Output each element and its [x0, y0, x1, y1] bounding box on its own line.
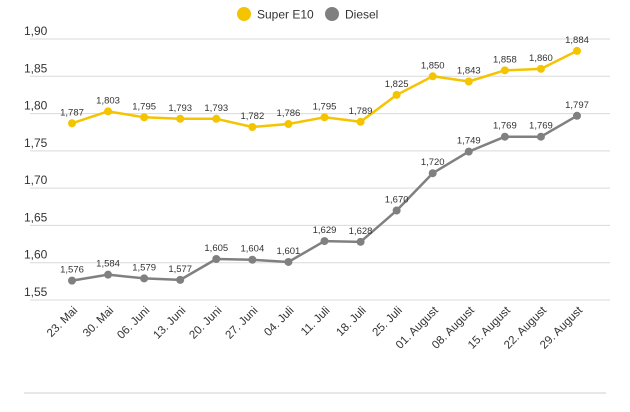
data-point — [500, 132, 509, 141]
data-point — [392, 90, 401, 99]
data-label: 1,577 — [168, 264, 192, 275]
data-label: 1,629 — [313, 225, 337, 236]
data-label: 1,628 — [349, 226, 373, 237]
x-tick-label: 30. Mai — [81, 305, 116, 340]
series-line — [71, 114, 578, 282]
series-layer: 1,787 1,803 1,795 1,793 1,793 1,782 1,786 1,795… — [60, 35, 589, 285]
legend-item: Super E10 — [237, 7, 314, 22]
data-point — [536, 64, 545, 73]
data-label: 1,795 — [132, 101, 156, 112]
data-point — [573, 111, 581, 120]
y-tick-label: 1,60 — [24, 248, 48, 262]
x-tick-label: 20. Juni — [187, 305, 224, 342]
data-label: 1,720 — [421, 157, 445, 168]
legend-item: Diesel — [325, 7, 378, 22]
data-label: 1,604 — [240, 244, 264, 255]
data-point — [500, 66, 509, 75]
data-label: 1,843 — [457, 66, 481, 77]
x-tick-label: 04. Juli — [262, 305, 296, 339]
legend-marker — [325, 7, 339, 21]
data-point — [212, 114, 221, 123]
data-label: 1,786 — [277, 108, 301, 119]
data-label: 1,787 — [60, 107, 84, 118]
x-tick-label: 11. Juli — [299, 305, 333, 339]
data-label: 1,795 — [313, 101, 337, 112]
data-point — [536, 132, 545, 141]
data-label: 1,789 — [349, 106, 373, 117]
x-tick-label: 25. Juli — [371, 305, 405, 339]
y-tick-label: 1,70 — [24, 173, 48, 187]
data-point — [176, 114, 185, 123]
data-label: 1,749 — [457, 136, 481, 147]
data-label: 1,769 — [529, 121, 553, 132]
x-tick-label: 06. Juni — [115, 305, 152, 342]
y-tick-label: 1,80 — [24, 99, 48, 113]
x-tick-label: 27. Juni — [224, 305, 261, 342]
x-tick-label: 13. Juni — [151, 305, 188, 342]
data-label: 1,601 — [277, 246, 301, 257]
data-point — [284, 120, 293, 129]
data-point — [104, 270, 113, 279]
data-point — [284, 257, 293, 266]
y-tick-label: 1,90 — [24, 24, 48, 38]
data-label: 1,884 — [565, 35, 589, 46]
data-label: 1,576 — [60, 265, 84, 276]
data-label: 1,825 — [385, 79, 409, 90]
data-point — [68, 276, 76, 285]
series-diesel: 1,576 1,584 1,579 1,577 1,605 1,604 1,601 1,629… — [60, 100, 589, 285]
legend-label: Super E10 — [257, 8, 314, 22]
data-point — [104, 107, 113, 116]
data-point — [248, 255, 257, 264]
data-point — [464, 147, 473, 156]
data-label: 1,803 — [96, 95, 120, 106]
data-label: 1,782 — [240, 111, 264, 122]
data-point — [392, 206, 401, 215]
y-tick-label: 1,75 — [24, 136, 48, 150]
data-label: 1,793 — [204, 103, 228, 114]
data-label: 1,769 — [493, 121, 517, 132]
data-point — [320, 113, 329, 122]
x-tick-label: 23. Mai — [45, 305, 80, 340]
data-point — [212, 254, 221, 263]
data-label: 1,797 — [565, 100, 589, 111]
data-point — [464, 77, 473, 86]
x-axis: 23. Mai 30. Mai 06. Juni 13. Juni 20. Juni 27… — [45, 304, 586, 351]
data-point — [320, 237, 329, 246]
data-point — [140, 113, 149, 122]
legend-marker — [237, 7, 251, 21]
data-label: 1,670 — [385, 195, 409, 206]
data-point — [428, 72, 437, 81]
data-point — [356, 237, 365, 246]
legend-label: Diesel — [345, 8, 378, 22]
data-point — [140, 274, 149, 283]
y-tick-label: 1,65 — [24, 210, 48, 224]
data-label: 1,605 — [204, 243, 228, 254]
data-label: 1,793 — [168, 103, 192, 114]
data-point — [248, 122, 257, 131]
data-label: 1,860 — [529, 53, 553, 64]
data-label: 1,579 — [132, 262, 156, 273]
y-tick-label: 1,55 — [24, 285, 48, 299]
data-label: 1,858 — [493, 54, 517, 65]
data-point — [176, 275, 185, 284]
data-point — [573, 46, 581, 55]
x-tick-label: 18. Juli — [334, 305, 368, 339]
data-label: 1,850 — [421, 60, 445, 71]
data-point — [356, 117, 365, 126]
data-point — [428, 169, 437, 178]
y-axis: 1,55 1,60 1,65 1,70 1,75 1,80 1,85 1,90 — [24, 24, 48, 299]
series-super-e10: 1,787 1,803 1,795 1,793 1,793 1,782 1,786 1,795… — [60, 35, 589, 131]
data-label: 1,584 — [96, 259, 120, 270]
y-tick-label: 1,85 — [24, 61, 48, 75]
data-point — [68, 119, 76, 128]
legend: Super E10 Diesel — [237, 7, 378, 22]
